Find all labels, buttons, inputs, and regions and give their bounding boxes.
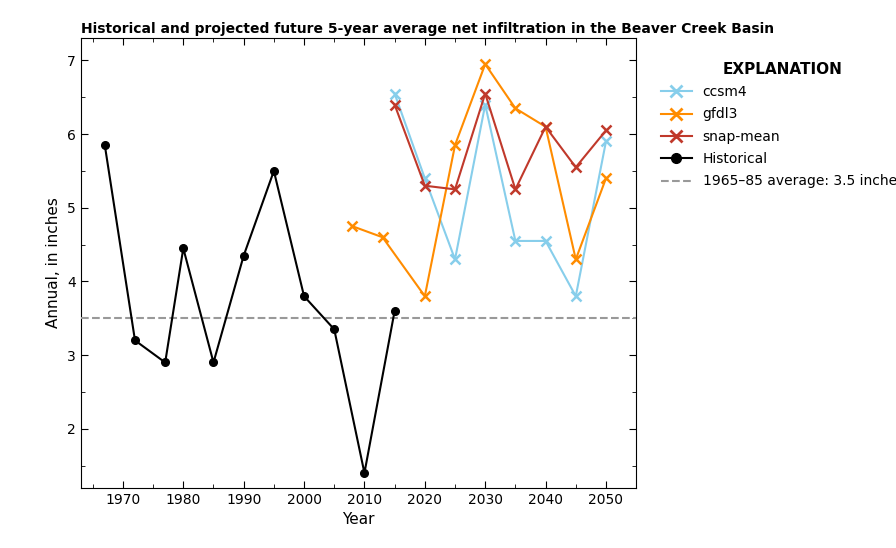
Legend: ccsm4, gfdl3, snap-mean, Historical, 1965–85 average: 3.5 inches: ccsm4, gfdl3, snap-mean, Historical, 196… xyxy=(661,62,896,189)
X-axis label: Year: Year xyxy=(342,512,375,527)
Y-axis label: Annual, in inches: Annual, in inches xyxy=(47,198,61,328)
Text: Historical and projected future 5-year average net infiltration in the Beaver Cr: Historical and projected future 5-year a… xyxy=(81,22,774,36)
